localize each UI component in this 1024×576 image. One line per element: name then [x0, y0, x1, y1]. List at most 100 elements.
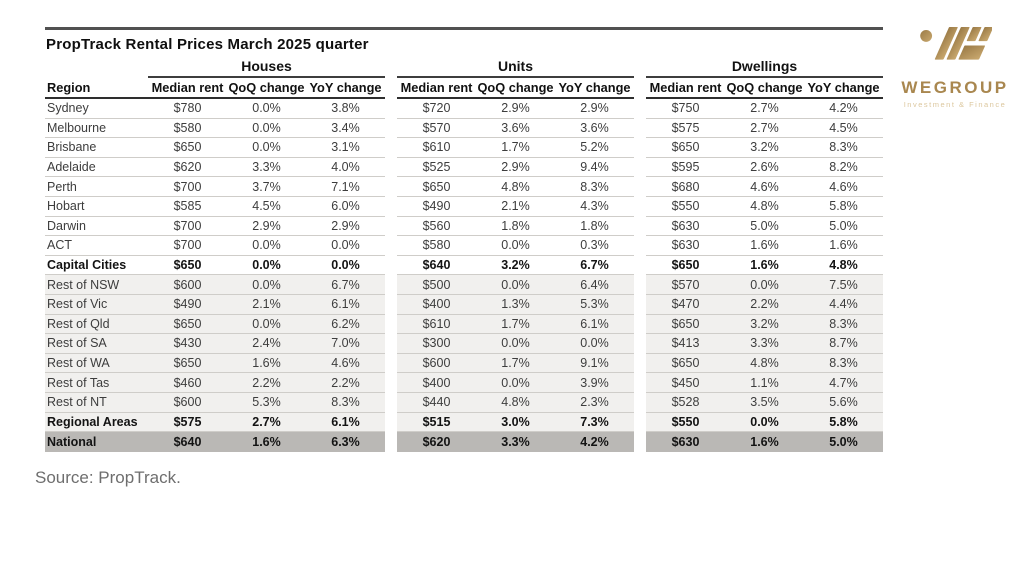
dwellings-qoq-change-cell: 3.3% — [750, 336, 779, 351]
houses-qoq-change-cell: 5.3% — [252, 395, 281, 410]
row-segment-units: $560 1.8% 1.8% — [397, 217, 634, 237]
region-cell: Rest of NT — [47, 395, 107, 410]
table-row: ACT $700 0.0% 0.0% $580 0.0% 0.3% $630 1… — [45, 236, 883, 256]
region-cell: Capital Cities — [47, 258, 127, 273]
source-note: Source: PropTrack. — [35, 468, 181, 487]
group-gap — [634, 256, 646, 276]
column-header-row: Region Median rent QoQ change YoY change… — [45, 78, 883, 99]
units-yoy-change-cell: 6.7% — [580, 258, 609, 273]
group-gap — [634, 373, 646, 393]
table-row: Adelaide $620 3.3% 4.0% $525 2.9% 9.4% $… — [45, 158, 883, 178]
units-qoq-change-cell: 4.8% — [501, 395, 530, 410]
row-segment-dwellings: $470 2.2% 4.4% — [646, 294, 883, 315]
row-segment-dwellings: $750 2.7% 4.2% — [646, 99, 883, 119]
dwellings-median-rent-cell: $680 — [671, 179, 700, 194]
dwellings-median-rent-cell: $750 — [671, 101, 700, 116]
logo-tagline: Investment & Finance — [903, 100, 1007, 109]
units-yoy-change-cell: 5.3% — [580, 297, 609, 312]
units-yoy-change-cell: 9.4% — [580, 160, 609, 175]
table-row: Hobart $585 4.5% 6.0% $490 2.1% 4.3% $55… — [45, 197, 883, 217]
units-median-rent-cell: $300 — [422, 336, 451, 351]
units-yoy-change-cell: 4.2% — [580, 434, 609, 449]
houses-median-rent-cell: $575 — [173, 414, 202, 429]
region-cell: Rest of Vic — [47, 297, 108, 312]
group-gap — [385, 256, 397, 276]
group-gap — [385, 334, 397, 354]
row-segment-units: $610 1.7% 5.2% — [397, 138, 634, 158]
region-cell: Melbourne — [47, 120, 107, 135]
dwellings-yoy-change-cell: 5.6% — [829, 395, 858, 410]
dwellings-median-rent-cell: $650 — [671, 258, 700, 273]
dwellings-median-rent-cell: $650 — [671, 316, 700, 331]
row-segment-houses: Rest of NSW $600 0.0% 6.7% — [45, 275, 385, 295]
units-median-rent-cell: $440 — [422, 395, 451, 410]
houses-median-rent-cell: $650 — [173, 258, 202, 273]
houses-qoq-change-cell: 0.0% — [252, 101, 281, 116]
region-cell: Regional Areas — [47, 414, 138, 429]
dwellings-yoy-change-cell: 1.6% — [829, 238, 858, 253]
group-gap — [385, 119, 397, 139]
row-segment-units: $610 1.7% 6.1% — [397, 314, 634, 335]
units-median-rent-cell: $720 — [422, 101, 451, 116]
dwellings-yoy-change-cell: 8.3% — [829, 356, 858, 371]
dwellings-yoy-change-cell: 4.6% — [829, 179, 858, 194]
row-segment-units: $620 3.3% 4.2% — [397, 432, 634, 452]
group-gap — [385, 177, 397, 197]
table-row: Capital Cities $650 0.0% 0.0% $640 3.2% … — [45, 256, 883, 276]
dwellings-yoy-change-cell: 5.8% — [829, 199, 858, 214]
table-row: Rest of Vic $490 2.1% 6.1% $400 1.3% 5.3… — [45, 294, 883, 315]
houses-qoq-change-cell: 4.5% — [252, 199, 281, 214]
table-row: Rest of Qld $650 0.0% 6.2% $610 1.7% 6.1… — [45, 314, 883, 335]
group-gap — [634, 393, 646, 413]
group-gap — [385, 78, 397, 99]
row-segment-dwellings: $650 4.8% 8.3% — [646, 353, 883, 374]
region-cell: National — [47, 434, 97, 449]
units-median-rent-cell: $580 — [422, 238, 451, 253]
row-segment-dwellings: $528 3.5% 5.6% — [646, 392, 883, 413]
units-qoq-change-cell: 3.6% — [501, 120, 530, 135]
row-segment-units: $640 3.2% 6.7% — [397, 256, 634, 276]
region-cell: Brisbane — [47, 140, 97, 155]
row-segment-units: $570 3.6% 3.6% — [397, 119, 634, 139]
row-segment-dwellings: $650 3.2% 8.3% — [646, 314, 883, 335]
units-qoq-change-cell: 2.1% — [501, 199, 530, 214]
row-segment-houses: ACT $700 0.0% 0.0% — [45, 236, 385, 256]
table-body: Sydney $780 0.0% 3.8% $720 2.9% 2.9% $75… — [45, 99, 883, 452]
units-qoq-change-cell: 3.3% — [501, 434, 530, 449]
units-yoy-change-cell: 3.9% — [580, 375, 609, 390]
dwellings-qoq-change-cell: 1.6% — [750, 258, 779, 273]
row-segment-houses: Rest of Qld $650 0.0% 6.2% — [45, 314, 385, 335]
group-gap — [634, 99, 646, 119]
houses-yoy-change-cell: 3.8% — [331, 101, 360, 116]
table-row: Sydney $780 0.0% 3.8% $720 2.9% 2.9% $75… — [45, 99, 883, 119]
houses-yoy-change-cell: 0.0% — [331, 258, 360, 273]
table-row: Regional Areas $575 2.7% 6.1% $515 3.0% … — [45, 412, 883, 433]
row-segment-units: $400 1.3% 5.3% — [397, 294, 634, 315]
dwellings-median-rent-header: Median rent — [649, 80, 722, 95]
houses-median-rent-cell: $580 — [173, 120, 202, 135]
row-segment-units: $650 4.8% 8.3% — [397, 177, 634, 197]
region-cell: ACT — [47, 238, 72, 253]
row-segment-houses: Brisbane $650 0.0% 3.1% — [45, 138, 385, 158]
houses-qoq-change-cell: 1.6% — [252, 434, 281, 449]
region-column-header: Region — [47, 80, 91, 95]
group-gap — [634, 177, 646, 197]
region-cell: Sydney — [47, 101, 89, 116]
units-yoy-change-cell: 5.2% — [580, 140, 609, 155]
houses-qoq-change-cell: 0.0% — [252, 258, 281, 273]
units-qoq-change-cell: 1.8% — [501, 218, 530, 233]
wegroup-logo: WEGROUP Investment & Finance — [896, 24, 1014, 109]
group-gap — [634, 138, 646, 158]
group-gap — [634, 334, 646, 354]
row-segment-dwellings: $450 1.1% 4.7% — [646, 373, 883, 393]
region-cell: Rest of Qld — [47, 316, 110, 331]
row-segment-dwellings: $570 0.0% 7.5% — [646, 275, 883, 295]
header-segment-dwellings: Median rent QoQ change YoY change — [646, 78, 883, 99]
houses-median-rent-cell: $460 — [173, 375, 202, 390]
units-median-rent-cell: $500 — [422, 277, 451, 292]
row-segment-units: $580 0.0% 0.3% — [397, 236, 634, 256]
dwellings-median-rent-cell: $575 — [671, 120, 700, 135]
dwellings-median-rent-cell: $550 — [671, 199, 700, 214]
group-gap — [385, 275, 397, 295]
